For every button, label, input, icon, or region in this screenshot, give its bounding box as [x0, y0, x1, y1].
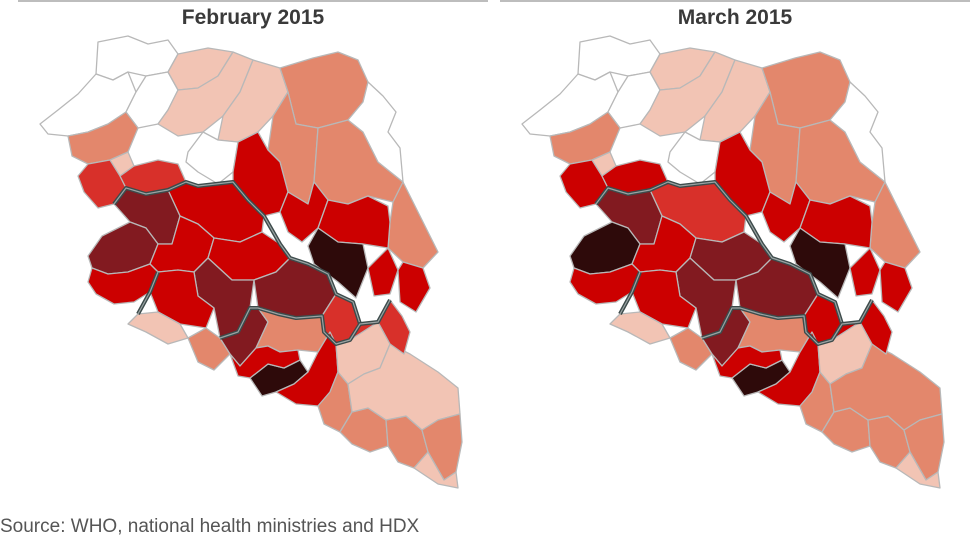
- map-region-g-w1: [549, 111, 621, 165]
- top-divider: [18, 0, 488, 2]
- map-title-february: February 2015: [181, 6, 325, 29]
- map-region-lr-gbar: [895, 451, 941, 489]
- map-title-march: March 2015: [677, 6, 793, 29]
- map-region-lr-marg: [229, 345, 301, 379]
- map-region-sl-sw: [149, 269, 215, 329]
- map-region-sl-pen: [127, 311, 189, 345]
- country-border-inner: [137, 271, 391, 345]
- country-border-inner: [113, 181, 361, 325]
- map-panel-february: February 2015: [18, 0, 488, 505]
- map-region-sl-pen: [609, 311, 671, 345]
- map-region-g-s3: [367, 247, 399, 297]
- map-region-lr-gbar: [413, 451, 459, 489]
- map-region-g-n2: [157, 51, 254, 137]
- top-divider: [500, 0, 970, 2]
- map-region-g-e1: [829, 81, 886, 183]
- country-border-inner: [619, 271, 873, 345]
- map-region-g-s4: [397, 261, 431, 313]
- map-region-g-s3: [849, 247, 881, 297]
- map-region-g-s4: [879, 261, 913, 313]
- map-panel-march: March 2015: [500, 0, 970, 505]
- choropleth-map-february: [39, 35, 463, 489]
- country-border-inner: [595, 181, 843, 325]
- choropleth-map-march: [521, 35, 945, 489]
- map-region-g-s2: [307, 227, 369, 299]
- source-caption: Source: WHO, national health ministries …: [0, 516, 420, 537]
- map-region-g-w1: [67, 111, 139, 165]
- map-region-g-s2: [789, 227, 851, 299]
- map-region-sl-sw: [631, 269, 697, 329]
- map-region-g-n2: [639, 51, 736, 137]
- map-region-g-e1: [347, 81, 404, 183]
- map-region-lr-marg: [711, 345, 783, 379]
